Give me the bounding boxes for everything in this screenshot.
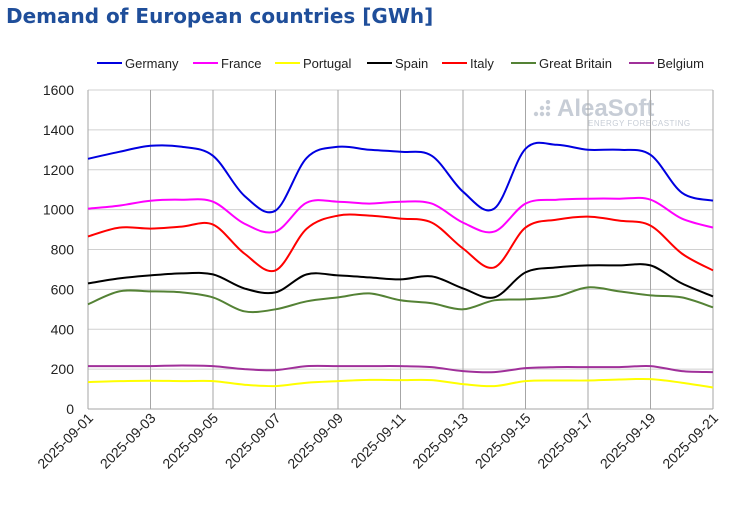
x-tick-label: 2025-09-05: [159, 410, 221, 472]
x-tick-label: 2025-09-01: [34, 410, 96, 472]
legend-label-france: France: [221, 56, 261, 71]
legend-label-italy: Italy: [470, 56, 494, 71]
x-tick-label: 2025-09-09: [284, 410, 346, 472]
legend-label-belgium: Belgium: [657, 56, 704, 71]
watermark-brand: AleaSoft: [557, 95, 655, 122]
series-line-portugal: [87, 377, 714, 389]
legend-label-portugal: Portugal: [303, 56, 352, 71]
legend-label-great-britain: Great Britain: [539, 56, 612, 71]
x-tick-label: 2025-09-11: [347, 410, 408, 471]
y-tick-label: 1400: [43, 122, 74, 138]
page-title: Demand of European countries [GWh]: [6, 4, 434, 28]
series-line-italy: [87, 213, 714, 273]
logo-dots-icon: [533, 100, 553, 118]
x-tick-label: 2025-09-15: [472, 410, 534, 472]
x-tick-label: 2025-09-19: [597, 410, 659, 472]
x-tick-label: 2025-09-07: [222, 410, 284, 472]
y-tick-label: 400: [51, 321, 75, 337]
series-line-germany: [87, 141, 714, 214]
series-line-belgium: [88, 364, 714, 374]
legend-label-spain: Spain: [395, 56, 428, 71]
series-line-spain: [87, 263, 714, 299]
watermark-tagline: ENERGY FORECASTING: [588, 119, 691, 128]
y-tick-label: 1600: [43, 82, 74, 98]
legend-label-germany: Germany: [125, 56, 179, 71]
y-tick-label: 800: [51, 242, 75, 258]
x-tick-label: 2025-09-21: [659, 410, 721, 472]
y-tick-label: 0: [66, 401, 74, 417]
y-tick-label: 1000: [43, 202, 74, 218]
x-tick-label: 2025-09-13: [409, 410, 471, 472]
x-tick-label: 2025-09-03: [97, 410, 159, 472]
y-tick-label: 600: [51, 281, 75, 297]
series-line-great-britain: [87, 286, 714, 314]
y-tick-label: 200: [51, 361, 75, 377]
y-tick-label: 1200: [43, 162, 74, 178]
x-tick-label: 2025-09-17: [534, 410, 596, 472]
series-line-france: [87, 196, 714, 234]
